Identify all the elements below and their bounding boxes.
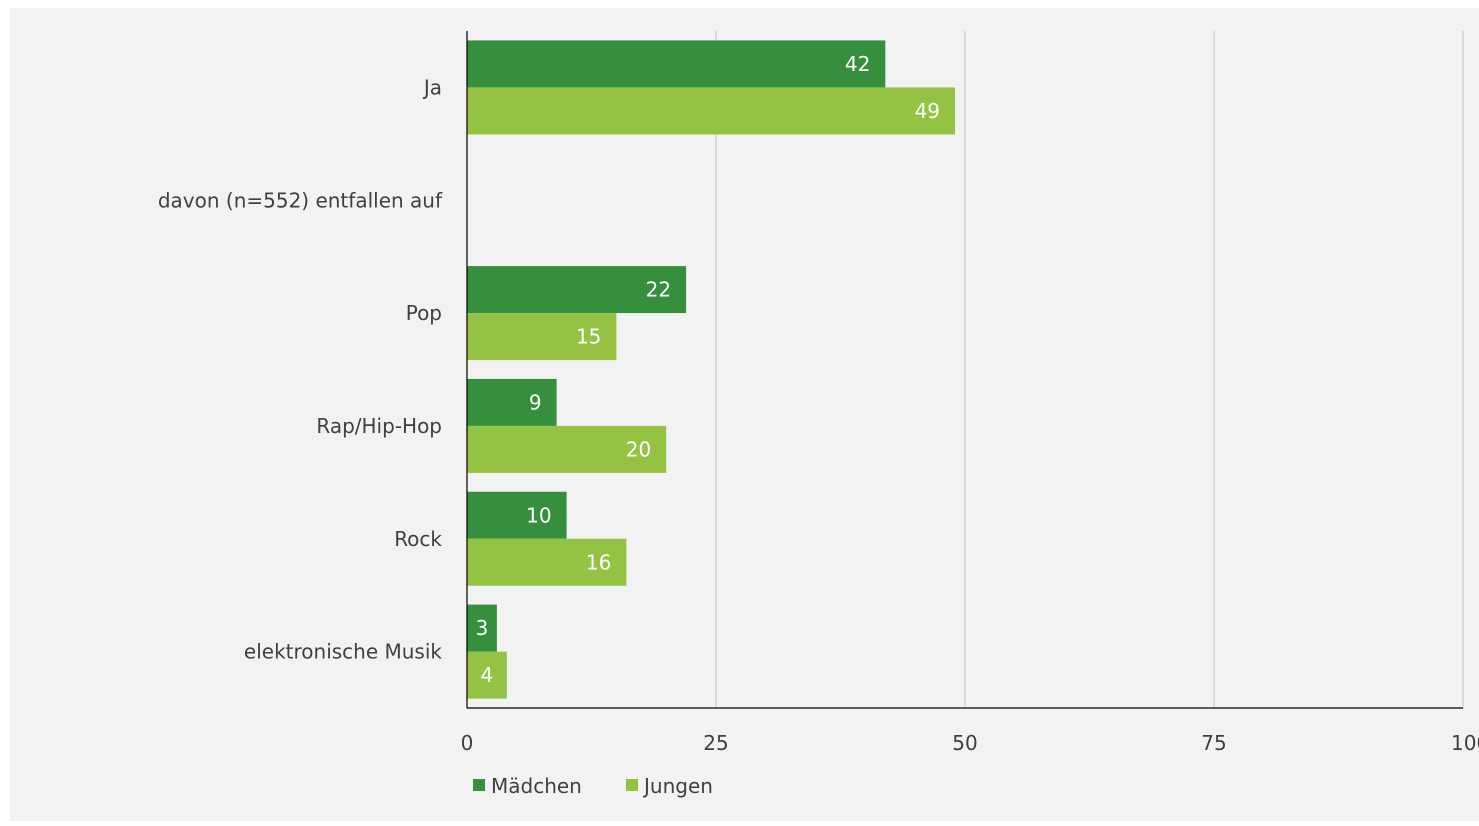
- legend-label-maedchen: Mädchen: [491, 774, 582, 798]
- bar-jungen-3: [467, 425, 667, 473]
- data-label-jungen-4: 16: [586, 550, 611, 574]
- x-tick-label-50: 50: [952, 731, 977, 755]
- category-label-3: Rap/Hip-Hop: [316, 414, 442, 438]
- bar-chart: 42 49 22 15 9 20 10 16 3 4 Ja davon (n=552) entfal…: [158, 31, 1479, 798]
- bar-maedchen-0: [467, 40, 886, 88]
- x-tick-label-100: 100: [1451, 731, 1479, 755]
- data-label-maedchen-3: 9: [529, 390, 542, 414]
- data-label-maedchen-4: 10: [526, 503, 551, 527]
- data-label-jungen-3: 20: [626, 437, 651, 461]
- bar-maedchen-2: [467, 266, 687, 314]
- category-label-4: Rock: [394, 527, 442, 551]
- bar-jungen-4: [467, 538, 627, 586]
- bar-maedchen-4: [467, 491, 567, 539]
- legend-swatch-jungen: [626, 779, 638, 791]
- legend-label-jungen: Jungen: [642, 774, 713, 798]
- legend: Mädchen Jungen: [473, 774, 713, 798]
- x-tick-label-0: 0: [461, 731, 474, 755]
- bar-maedchen-3: [467, 378, 557, 426]
- category-label-0: Ja: [422, 75, 442, 99]
- chart-area: 42 49 22 15 9 20 10 16 3 4 Ja davon (n=552) entfal…: [10, 8, 1479, 821]
- bar-maedchen-5: [467, 604, 497, 652]
- data-label-jungen-2: 15: [576, 325, 601, 349]
- data-label-maedchen-5: 3: [476, 616, 489, 640]
- bar-jungen-5: [467, 651, 507, 699]
- bar-jungen-2: [467, 313, 617, 361]
- bar-jungen-0: [467, 87, 956, 135]
- category-label-2: Pop: [406, 301, 442, 325]
- x-tick-label-25: 25: [703, 731, 728, 755]
- bars: [467, 40, 956, 699]
- category-label-1: davon (n=552) entfallen auf: [158, 188, 443, 212]
- x-tick-labels: 0 25 50 75 100: [461, 731, 1479, 755]
- data-label-maedchen-0: 42: [845, 52, 870, 76]
- x-tick-label-75: 75: [1201, 731, 1226, 755]
- data-label-maedchen-2: 22: [646, 278, 671, 302]
- category-labels: Ja davon (n=552) entfallen auf Pop Rap/Hip-…: [158, 75, 443, 663]
- data-label-jungen-0: 49: [915, 99, 940, 123]
- gridlines: [715, 31, 1464, 708]
- data-labels: 42 49 22 15 9 20 10 16 3 4: [476, 52, 940, 687]
- category-label-5: elektronische Musik: [244, 640, 443, 664]
- legend-swatch-maedchen: [473, 779, 485, 791]
- data-label-jungen-5: 4: [481, 663, 494, 687]
